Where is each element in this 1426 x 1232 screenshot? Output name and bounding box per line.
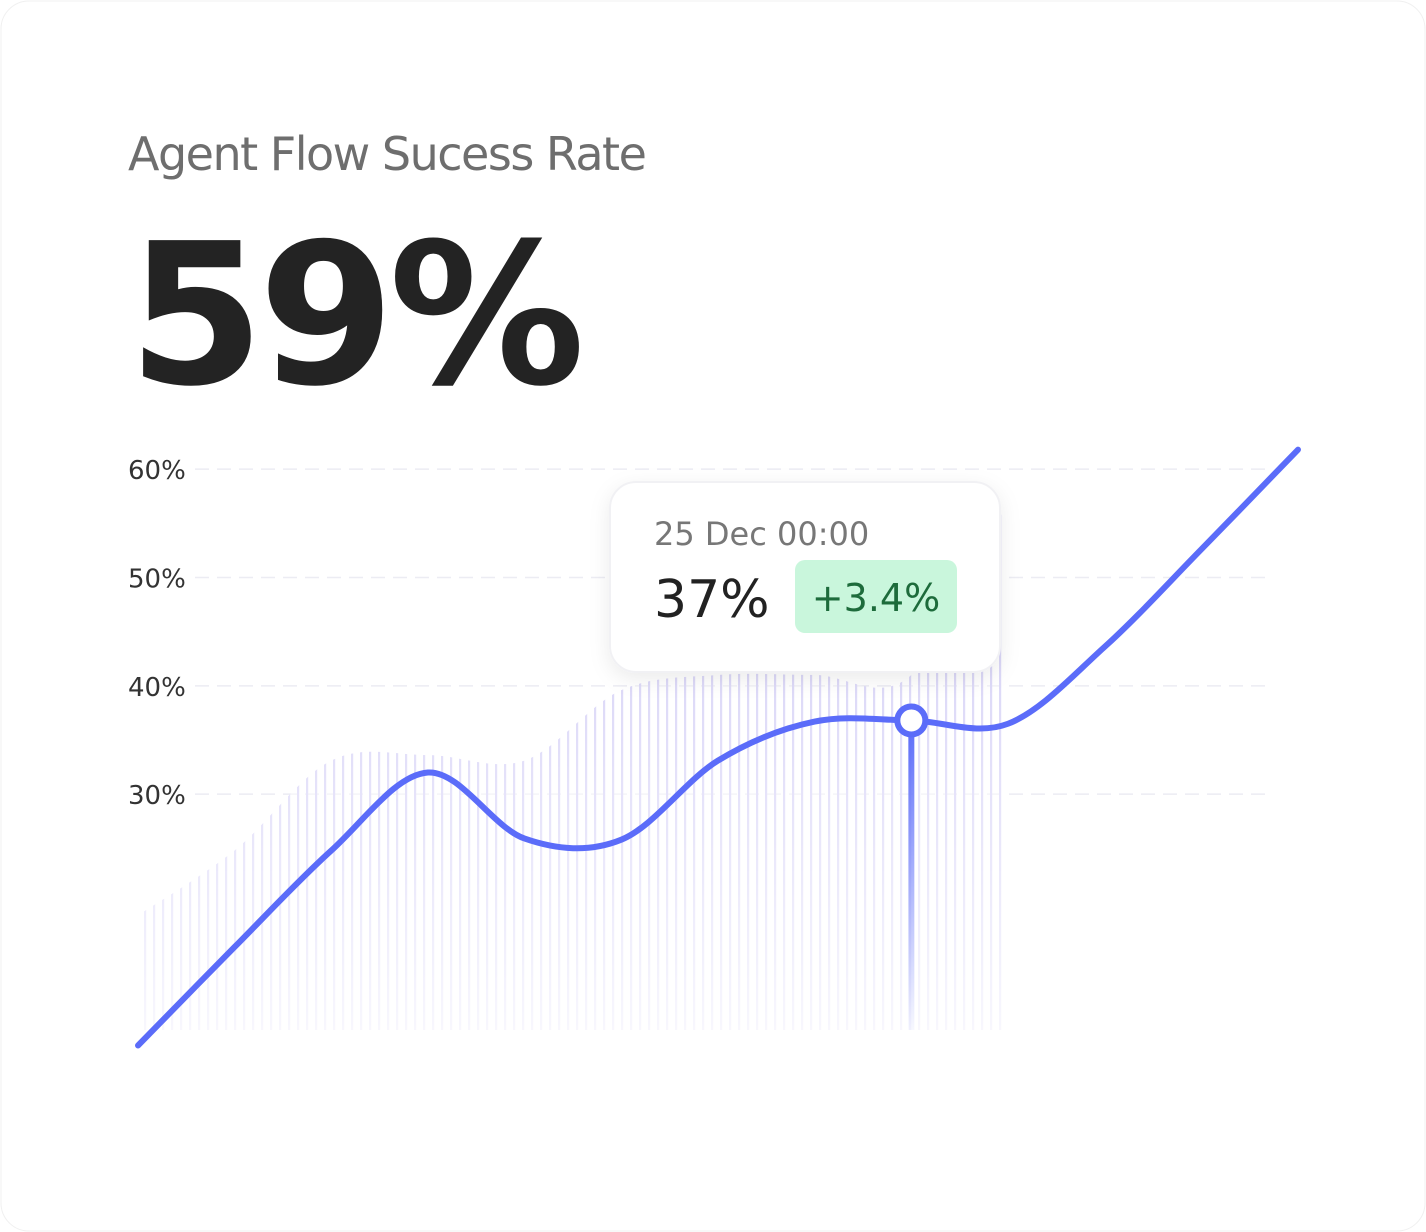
hover-line (908, 720, 915, 1030)
plot: 30% 40% 50% 60% 25 Dec 00:00 37% +3.4% (128, 446, 1301, 1049)
y-tick-label: 50% (128, 565, 186, 595)
change-value: +3.4% (812, 576, 940, 620)
area-fade (138, 501, 1008, 1031)
highlight-point (894, 703, 929, 738)
tooltip-date: 25 Dec 00:00 (654, 515, 869, 553)
card-title: Agent Flow Sucess Rate (128, 127, 645, 181)
line (135, 446, 1301, 1049)
headline-value: 59% (128, 202, 580, 430)
tooltip-value: 37% (654, 570, 770, 630)
y-tick-label: 30% (128, 781, 186, 811)
tooltip: 25 Dec 00:00 37% +3.4% (609, 481, 1001, 673)
change-badge (795, 560, 957, 633)
y-tick-label: 60% (128, 456, 186, 486)
y-tick-label: 40% (128, 673, 186, 703)
